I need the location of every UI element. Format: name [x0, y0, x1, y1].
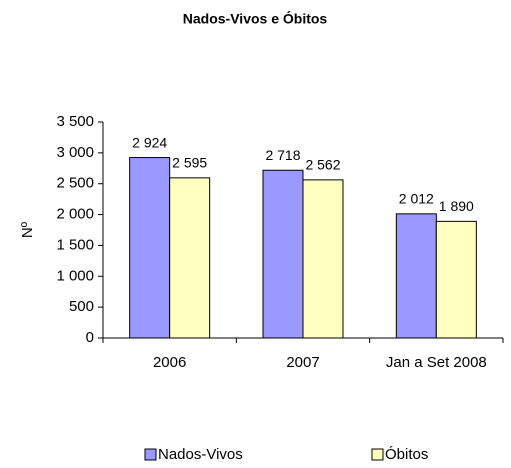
bar — [262, 169, 304, 339]
x-tick-label: 2006 — [152, 354, 187, 371]
y-tick-label: 0 — [86, 329, 94, 346]
data-label: 1 890 — [439, 198, 474, 214]
y-tick-label: 2 000 — [56, 206, 94, 223]
chart-title: Nados-Vivos e Óbitos — [183, 10, 328, 27]
bar — [169, 177, 211, 339]
legend-label: Óbitos — [385, 446, 428, 463]
bar — [129, 157, 171, 339]
y-tick-label: 3 000 — [56, 144, 94, 161]
data-label: 2 012 — [399, 191, 434, 207]
data-label: 2 562 — [305, 157, 340, 173]
bar — [395, 213, 437, 339]
y-tick-label: 2 500 — [56, 175, 94, 192]
y-tick-label: 500 — [69, 298, 94, 315]
data-label: 2 924 — [132, 134, 167, 150]
data-label: 2 718 — [265, 147, 300, 163]
y-tick-label: 1 000 — [56, 267, 94, 284]
bar — [435, 220, 477, 339]
y-tick-label: 3 500 — [56, 113, 94, 130]
bar — [302, 179, 344, 339]
legend-swatch — [144, 448, 157, 461]
x-tick-label: 2007 — [286, 354, 320, 371]
y-tick-label: 1 500 — [56, 236, 94, 253]
y-axis-label: Nº — [19, 221, 36, 238]
legend-swatch — [371, 448, 384, 461]
data-label: 2 595 — [172, 155, 207, 171]
x-tick-label: Jan a Set 2008 — [385, 354, 487, 371]
legend-label: Nados-Vivos — [158, 446, 243, 463]
